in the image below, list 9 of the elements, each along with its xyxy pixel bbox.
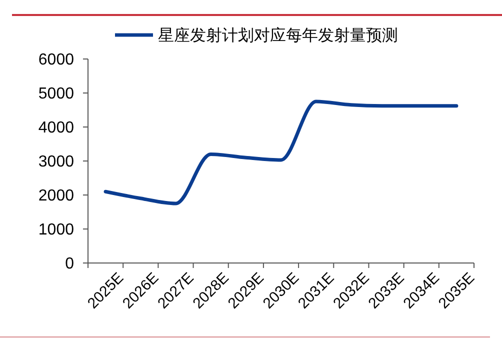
line-series: [104, 100, 458, 206]
legend-label: 星座发射计划对应每年发射量预测: [158, 26, 398, 45]
y-tick-label: 4000: [38, 120, 74, 137]
y-tick-label: 2000: [38, 188, 74, 205]
y-tick-label: 0: [65, 256, 74, 273]
y-tick-label: 6000: [38, 52, 74, 69]
y-tick-label: 3000: [38, 154, 74, 171]
y-tick-label: 5000: [38, 86, 74, 103]
y-tick-label: 1000: [38, 222, 74, 239]
